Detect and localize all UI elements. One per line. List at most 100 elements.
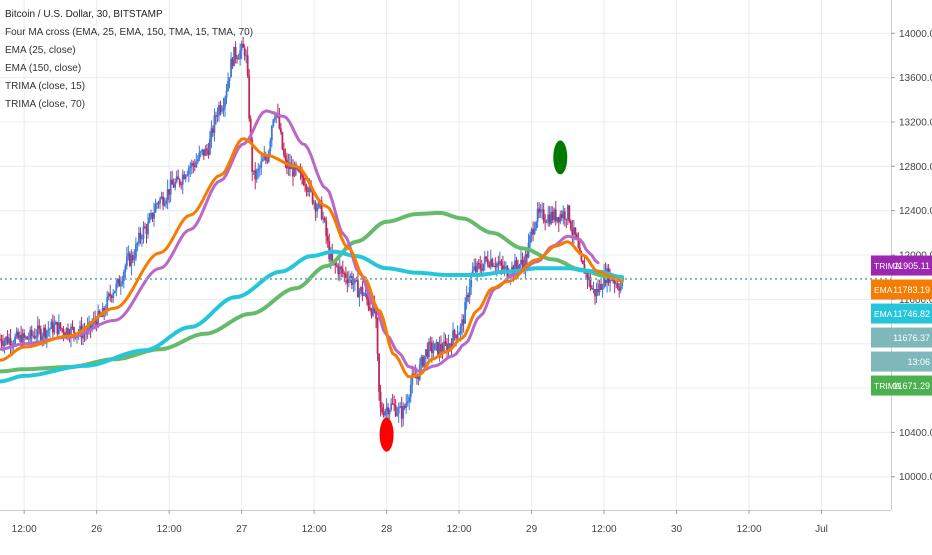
y-tick-label: 13200.00 (899, 117, 932, 128)
candle-body (222, 107, 225, 111)
candle-body (218, 105, 220, 116)
candle-body (462, 319, 465, 324)
candle-body (429, 341, 432, 343)
candle-body (17, 331, 20, 339)
candle-body (574, 227, 577, 235)
candle-body (196, 159, 199, 162)
candle-body (444, 341, 447, 344)
candle-body (305, 185, 308, 191)
candle-body (33, 335, 36, 339)
candle-body (529, 235, 531, 243)
candle-body (417, 376, 420, 380)
candle-body (379, 391, 382, 408)
candle-body (138, 232, 140, 244)
candle-body (41, 336, 44, 340)
candle-body (489, 259, 492, 267)
candle-body (326, 235, 329, 241)
candle-body (619, 285, 622, 291)
candle-body (23, 333, 26, 338)
y-tick-label: 14000.00 (899, 29, 932, 40)
x-tick-label: 12:00 (592, 524, 617, 535)
candle-body (195, 161, 198, 167)
price-label-box (871, 375, 932, 396)
candle-body (588, 277, 590, 280)
candle-body (485, 256, 488, 260)
candle-body (61, 328, 63, 330)
candle-body (443, 341, 445, 352)
candle-body (210, 128, 213, 139)
candle-body (3, 340, 6, 346)
legend-item-trima-70[interactable]: TRIMA (close, 70) (5, 99, 86, 110)
candle-body (249, 118, 252, 140)
signal-sell-marker (379, 417, 394, 452)
legend-item-four-ma-cross[interactable]: Four MA cross (EMA, 25, EMA, 150, TMA, 1… (5, 27, 254, 38)
candle-body (266, 160, 269, 162)
candle-body (257, 168, 260, 171)
x-tick-label: 26 (91, 524, 103, 535)
candle-body (122, 271, 125, 282)
candle-body (237, 58, 240, 60)
candle-body (20, 335, 23, 346)
price-label: EMA 11783.19 (871, 279, 932, 300)
candle-body (26, 336, 29, 340)
candle-body (45, 330, 48, 339)
candle-body (70, 326, 72, 339)
candle-body (615, 283, 618, 285)
candle-body (97, 310, 100, 327)
candle-body (186, 174, 189, 176)
candle-body (520, 259, 522, 265)
candle-body (107, 293, 110, 297)
x-tick-label: 12:00 (447, 524, 472, 535)
candle-body (67, 328, 69, 337)
x-tick-label: 12:00 (737, 524, 762, 535)
candle-body (201, 149, 204, 152)
candle-body (473, 266, 476, 270)
candle-body (130, 255, 133, 266)
candle-body (273, 117, 276, 120)
candle-body (36, 325, 39, 337)
ema-25-line (0, 137, 624, 379)
legend-item-ema-150[interactable]: EMA (150, close) (5, 63, 82, 74)
price-label-name: EMA (874, 309, 893, 319)
candle-body (163, 203, 166, 206)
candle-body (572, 227, 575, 236)
candle-body (198, 152, 201, 160)
candle-body (53, 324, 56, 333)
candle-body (252, 170, 255, 172)
candle-body (228, 77, 231, 81)
candle-body (347, 278, 350, 284)
candle-body (456, 334, 459, 339)
candle-body (331, 253, 334, 262)
candle-body (202, 149, 205, 156)
candle-body (145, 227, 148, 235)
candle-body (32, 335, 35, 337)
candle-body (621, 281, 624, 286)
candle-body (283, 149, 285, 156)
candle-body (119, 283, 122, 287)
candle-body (385, 407, 388, 411)
legend-item-ema-25[interactable]: EMA (25, close) (5, 45, 76, 56)
legend: Bitcoin / U.S. Dollar, 30, BITSTAMP Four… (5, 6, 253, 114)
candle-body (301, 171, 303, 178)
candle-body (166, 189, 169, 201)
candle-body (124, 265, 127, 272)
candle-body (538, 208, 541, 213)
candle-body (62, 328, 65, 334)
candle-body (453, 330, 456, 335)
candle-body (363, 294, 365, 296)
candle-body (254, 170, 257, 180)
candle-body (589, 277, 592, 288)
candle-body (5, 336, 7, 341)
candle-body (171, 179, 174, 185)
candle-body (375, 310, 377, 319)
signals (379, 140, 568, 452)
candle-body (461, 319, 464, 326)
candle-body (240, 43, 243, 51)
candle-body (48, 328, 51, 330)
x-tick-label: 12:00 (157, 524, 182, 535)
candle-body (361, 287, 364, 296)
legend-item-trima-15[interactable]: TRIMA (close, 15) (5, 81, 86, 92)
candle-body (279, 128, 282, 133)
